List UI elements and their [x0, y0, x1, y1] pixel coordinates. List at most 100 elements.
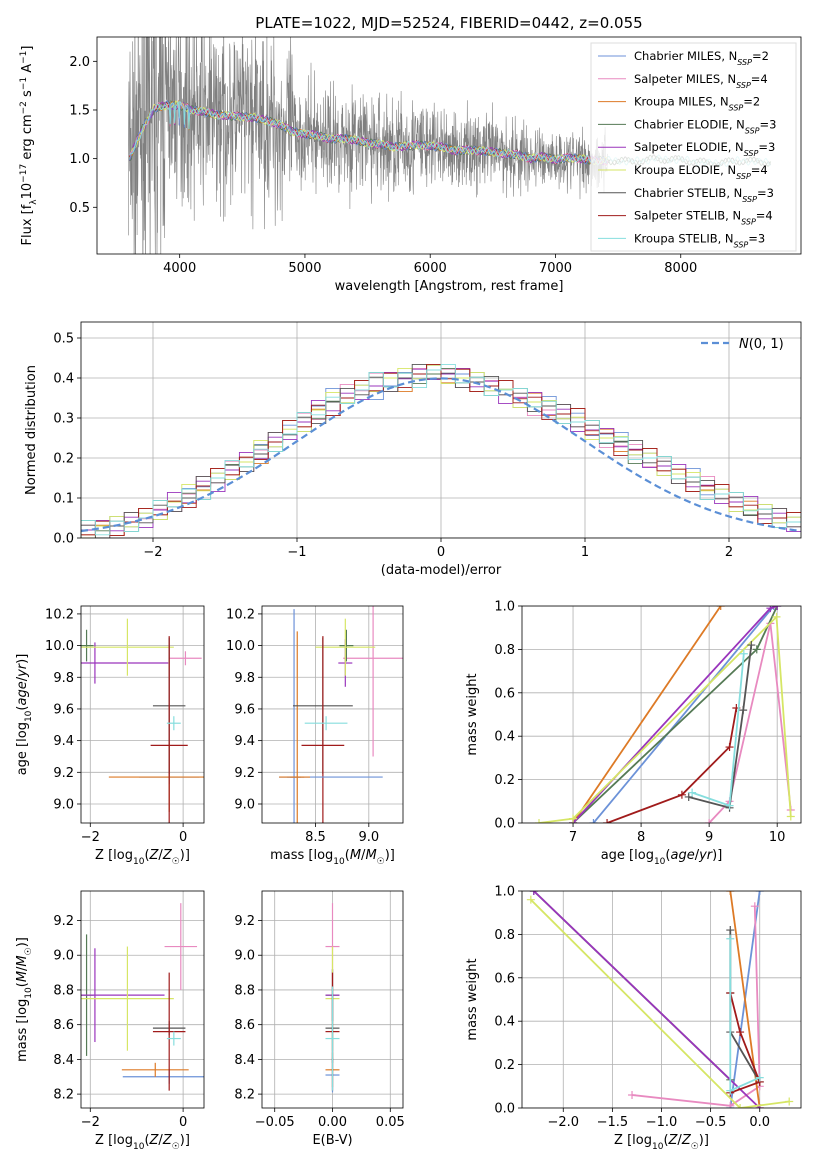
label-part: yr	[15, 662, 30, 678]
x-tick-label: −1.5	[597, 1115, 629, 1130]
label-part: ☉	[172, 1142, 180, 1152]
y-tick-label: 9.2	[53, 914, 74, 929]
mass-weight-marker	[739, 649, 748, 658]
label-part: (	[665, 848, 670, 863]
grid	[81, 891, 204, 1108]
y-tick-label: 0.1	[53, 492, 74, 507]
y-tick-label: 8.2	[234, 1088, 255, 1103]
label-part: Normed distribution	[24, 365, 39, 495]
mass-weight-line-salpeter-miles	[708, 623, 792, 823]
legend-label-value: =2	[752, 49, 769, 63]
y-tick-label: 9.0	[53, 949, 74, 964]
legend-label-sub: SSP	[745, 126, 760, 135]
mass-weight-marker	[726, 891, 735, 895]
mass-weight-marker	[750, 902, 759, 911]
legend-label: Salpeter MILES, NSSP=4	[634, 72, 768, 90]
errorbar-salpeter-miles	[164, 903, 198, 990]
label-part: Z	[668, 1133, 679, 1148]
legend-label-sub: SSP	[737, 58, 752, 67]
errorbar-kroupa-elodie	[315, 618, 376, 676]
mass-weight-marker	[628, 1090, 637, 1099]
label-part: M	[15, 955, 30, 966]
grid	[522, 606, 801, 823]
y-tick-label: 0.6	[494, 686, 515, 701]
label-part: /	[158, 848, 163, 863]
y-tick-label: 10.0	[45, 639, 74, 654]
errorbar-salpeter-elodie	[81, 948, 165, 1043]
y-tick-label: 9.4	[53, 734, 74, 749]
legend-label: Kroupa STELIB, NSSP=3	[634, 231, 765, 249]
x-tick-label: 2	[725, 545, 733, 560]
axes-frame	[521, 890, 802, 1109]
y-tick-label: 1.0	[494, 885, 515, 900]
observed-spectrum	[128, 37, 608, 254]
label-part: /	[695, 848, 700, 863]
y-axis-label: mass weight	[465, 673, 480, 755]
mass-weight-marker	[736, 1104, 745, 1108]
errorbar-kroupa-stelib	[166, 716, 181, 731]
y-tick-label: 9.0	[53, 797, 74, 812]
y-tick-label: 8.4	[53, 1053, 74, 1068]
errorbar-chabrier-elodie	[339, 629, 354, 662]
label-part: age [log	[601, 848, 654, 863]
y-tick-label: 8.2	[53, 1088, 74, 1103]
y-tick-label: 0.5	[69, 201, 90, 216]
label-part: )]	[712, 848, 722, 863]
label-part: (	[144, 848, 149, 863]
label-part: λ	[29, 199, 39, 205]
label-part: )]	[180, 848, 190, 863]
mass-weight-marker	[752, 645, 761, 654]
label-part: Z [log	[95, 848, 133, 863]
grid	[262, 606, 403, 823]
label-part: ☉	[691, 1142, 699, 1152]
label-part: 10	[133, 857, 145, 867]
y-tick-label: 9.2	[53, 766, 74, 781]
errorbar-salpeter-stelib	[152, 972, 186, 1091]
errorbar-chabrier-elodie	[81, 629, 94, 662]
x-tick-label: 1	[581, 545, 589, 560]
legend-label-sub: SSP	[729, 103, 744, 112]
plot-area	[262, 891, 403, 1108]
panel-massweight-vs-Z: −2.0 −1.5 −1.0 −0.5 0.0 0.0 0.2 0.4 0.6 0.8 1.0 Z […	[465, 885, 802, 1152]
panel-mass-vs-Z: −2 08.28.48.68.89.09.2Z [log10(Z/Z☉)]mass…	[15, 890, 205, 1152]
x-tick-label: 0	[179, 1115, 187, 1130]
legend-label: Salpeter ELODIE, NSSP=3	[634, 140, 775, 158]
plot-area	[81, 322, 801, 538]
grid	[81, 322, 801, 538]
x-tick-label: 4000	[163, 261, 196, 276]
label-part: (	[15, 706, 30, 711]
mass-weight-marker	[747, 641, 756, 650]
mass-weight-marker	[726, 1101, 735, 1108]
legend-label-sub: SSP	[736, 172, 751, 181]
axes-frame	[261, 890, 404, 1109]
histogram-kroupa-stelib	[81, 363, 801, 538]
mass-weight-marker	[688, 788, 697, 797]
legend-label: Chabrier MILES, NSSP=2	[634, 49, 769, 67]
x-axis-label: wavelength [Angstrom, rest frame]	[335, 279, 564, 294]
normal-curve	[81, 377, 801, 533]
x-tick-label: 0	[179, 830, 187, 845]
legend-label-sub: SSP	[742, 194, 757, 203]
x-axis-label: Z [log10(Z/Z☉)]	[95, 1133, 190, 1152]
mass-weight-marker	[726, 926, 735, 935]
y-tick-label: 0.3	[53, 412, 74, 427]
legend-symbol: N	[739, 337, 749, 352]
y-tick-label: 9.2	[234, 766, 255, 781]
y-tick-label: 0.2	[494, 1058, 515, 1073]
y-tick-label: 8.4	[234, 1053, 255, 1068]
y-tick-label: 10.0	[226, 639, 255, 654]
grid	[81, 606, 204, 823]
legend-label-name: Kroupa STELIB, N	[634, 231, 734, 245]
mass-weight-marker	[526, 895, 535, 904]
mass-weight-marker	[589, 819, 598, 823]
axes-frame	[261, 605, 404, 824]
y-tick-label: 1.0	[494, 600, 515, 615]
legend-label-normal: N(0, 1)	[739, 337, 784, 352]
label-part: 10	[654, 857, 666, 867]
y-axis-label: Normed distribution	[24, 365, 39, 495]
mass-weight-line-salpeter-miles	[631, 906, 761, 1107]
label-part: wavelength [Angstrom, rest frame]	[335, 279, 564, 294]
model-line-salpeter-miles	[129, 101, 609, 166]
